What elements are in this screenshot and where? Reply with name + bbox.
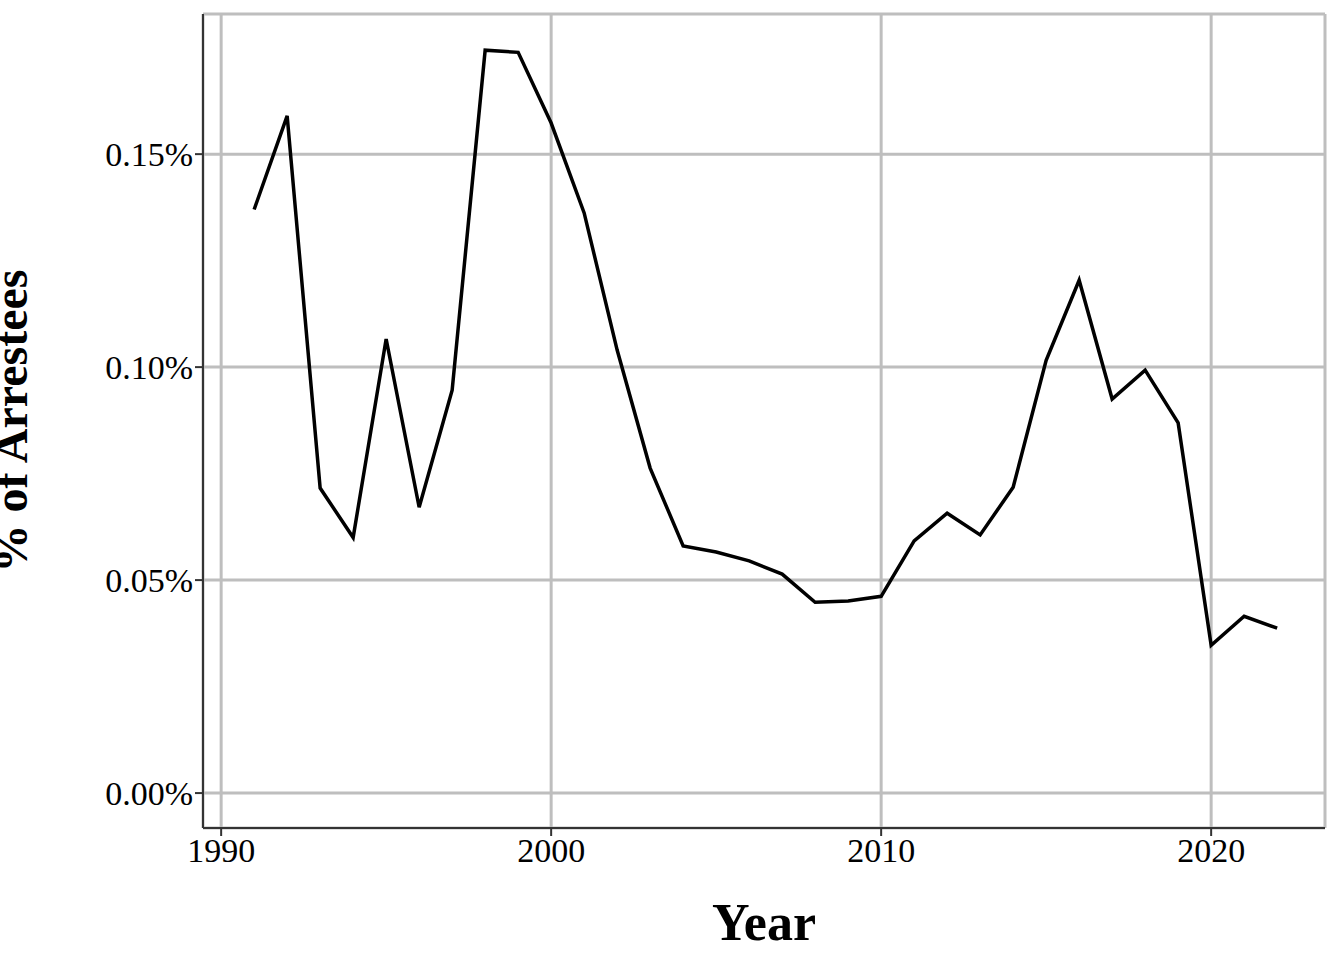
svg-text:% of Arrestees: % of Arrestees bbox=[8, 270, 37, 573]
svg-text:0.15%: 0.15% bbox=[105, 136, 193, 173]
svg-text:2020: 2020 bbox=[1177, 832, 1245, 869]
svg-text:0.10%: 0.10% bbox=[105, 349, 193, 386]
svg-text:2010: 2010 bbox=[847, 832, 915, 869]
svg-text:2000: 2000 bbox=[517, 832, 585, 869]
svg-text:Year: Year bbox=[712, 894, 816, 951]
svg-text:0.05%: 0.05% bbox=[105, 562, 193, 599]
svg-text:1990: 1990 bbox=[187, 832, 255, 869]
svg-text:0.00%: 0.00% bbox=[105, 775, 193, 812]
